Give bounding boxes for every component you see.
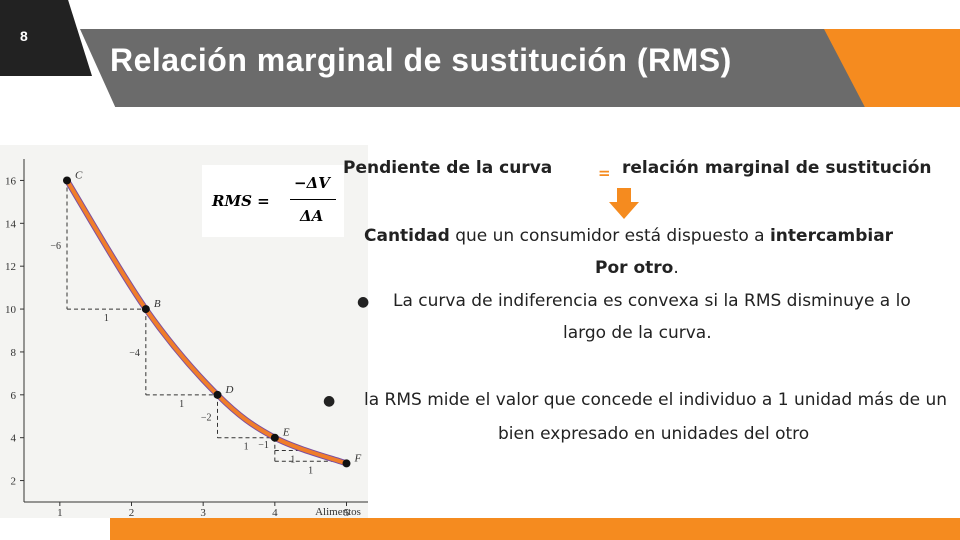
slide-number: 8 [20,28,28,44]
bullet-2-dot: ● [323,393,336,409]
point-label-d: D [225,384,234,396]
x-tick-label: 2 [129,507,135,519]
y-tick-label: 14 [5,218,17,230]
point-e [270,433,279,442]
step-dy-label: −6 [50,241,61,252]
slope-label: Pendiente de la curva [343,158,553,178]
bullet-1-line-1: La curva de indiferencia es convexa si l… [393,291,911,311]
x-tick-label: 1 [57,507,63,519]
rms-formula: RMS = −ΔV ΔA [202,165,344,237]
word-cantidad: Cantidad [364,226,450,246]
bullet-1-dot: ● [357,294,370,310]
step-dx-label: 1 [290,455,295,466]
equals-sign: = [598,164,611,182]
word-por-otro: Por otro [595,258,674,278]
point-c [63,176,71,185]
definition-line-2: Por otro. [595,258,679,278]
step-dx-label: 1 [244,442,249,453]
slide-number-box [0,0,92,76]
slide-title: Relación marginal de sustitución (RMS) [110,42,732,78]
x-tick-label: 5 [344,507,350,519]
bullet-2-line-2: bien expresado en unidades del otro [498,424,810,444]
point-b [141,305,150,314]
y-tick-label: 12 [5,261,16,273]
y-tick-label: 16 [5,175,17,187]
bullet-1-line-2: largo de la curva. [563,323,712,343]
step-dy-label: −4 [129,348,140,359]
definition-line: Cantidad que un consumidor está dispuest… [364,226,893,246]
title-band [80,29,960,107]
formula-lhs: RMS = [212,192,270,210]
bottom-accent-bar [0,518,960,540]
step-dy-label: −2 [201,412,212,423]
step-dx-label: 1 [308,465,313,476]
x-tick-label: 4 [272,507,278,519]
formula-numerator: −ΔV [294,174,330,192]
definition-middle: que un consumidor está dispuesto a [449,226,770,246]
point-f [342,459,351,468]
bullet-2-line-1: la RMS mide el valor que concede el indi… [364,390,948,410]
y-tick-label: 2 [11,476,17,488]
formula-denominator: ΔA [300,207,324,225]
arrow-down-icon [609,188,639,219]
point-d [213,390,222,399]
word-intercambiar: intercambiar [769,226,894,246]
rms-definition: relación marginal de sustitución [622,158,932,178]
point-label-e: E [282,427,290,439]
step-dy-label: −1 [258,440,269,451]
y-tick-label: 4 [11,433,17,445]
x-tick-label: 3 [200,507,206,519]
step-dx-label: 1 [179,399,184,410]
definition-end: . [673,258,679,278]
step-dx-label: 1 [104,313,109,324]
y-tick-label: 6 [11,390,17,402]
point-label-c: C [75,169,83,181]
point-label-f: F [354,452,362,464]
x-axis-label: Alimentos [315,506,361,518]
y-tick-label: 8 [11,347,17,359]
y-tick-label: 10 [5,304,17,316]
point-label-b: B [154,298,161,310]
indifference-curve [65,178,349,466]
bottom-left-gap [0,518,110,540]
fraction-bar [290,199,336,200]
